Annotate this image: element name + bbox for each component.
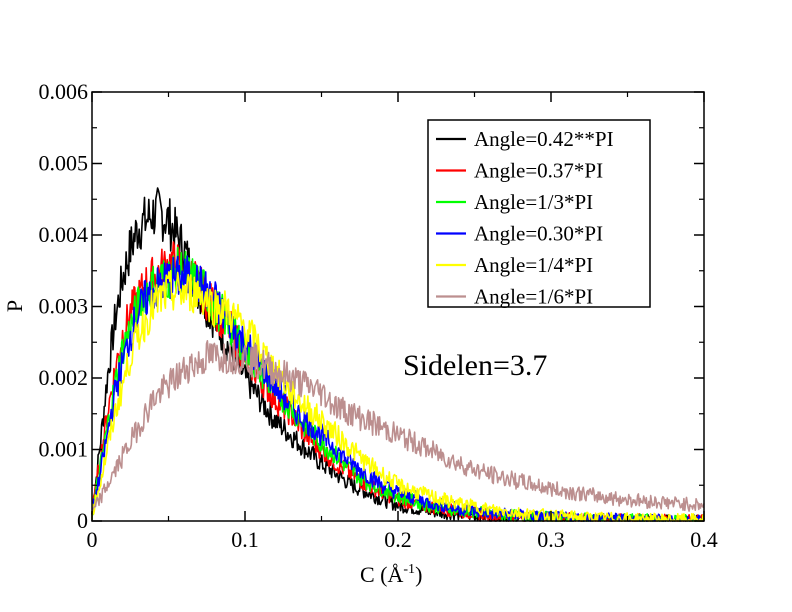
y-tick-label: 0.005: [39, 151, 89, 176]
legend-label-3: Angle=0.30*PI: [474, 222, 603, 246]
series-line-5: [91, 339, 705, 513]
y-tick-label: 0.006: [39, 79, 89, 104]
legend-label-2: Angle=1/3*PI: [474, 190, 593, 214]
y-tick-label: 0.004: [39, 222, 89, 247]
series-layer: [91, 187, 705, 522]
x-tick-label: 0.1: [231, 527, 259, 552]
series-line-4: [91, 269, 705, 522]
y-tick-label: 0.001: [39, 437, 89, 462]
x-axis-label-sup: -1: [403, 562, 415, 577]
legend-label-4: Angle=1/4*PI: [474, 253, 593, 277]
sidelen-annotation: Sidelen=3.7: [403, 349, 547, 382]
y-tick-label: 0: [77, 508, 88, 533]
axes-layer: 0 0.1 0.2 0.3 0.4 0 0.001 0.002 0.003 0.004 0.005 0…: [39, 79, 718, 552]
x-axis-label-main: C (Å: [360, 562, 404, 587]
x-axis-label-close: ): [415, 562, 422, 587]
x-tick-label: 0.4: [690, 527, 718, 552]
x-tick-label: 0.3: [537, 527, 565, 552]
legend-box: [427, 119, 651, 308]
x-axis-label: C (Å-1): [360, 562, 422, 587]
legend-label-1: Angle=0.37*PI: [474, 159, 603, 183]
legend-label-5: Angle=1/6*PI: [474, 285, 593, 309]
x-tick-label: 0: [87, 527, 98, 552]
x-tick-label: 0.2: [384, 527, 412, 552]
y-tick-label: 0.003: [39, 294, 89, 319]
legend-label-0: Angle=0.42**PI: [474, 127, 614, 151]
legend: Angle=0.42**PI Angle=0.37*PI Angle=1/3*PI A…: [427, 119, 651, 309]
y-tick-label: 0.002: [39, 365, 89, 390]
y-axis-label: P: [2, 300, 27, 312]
